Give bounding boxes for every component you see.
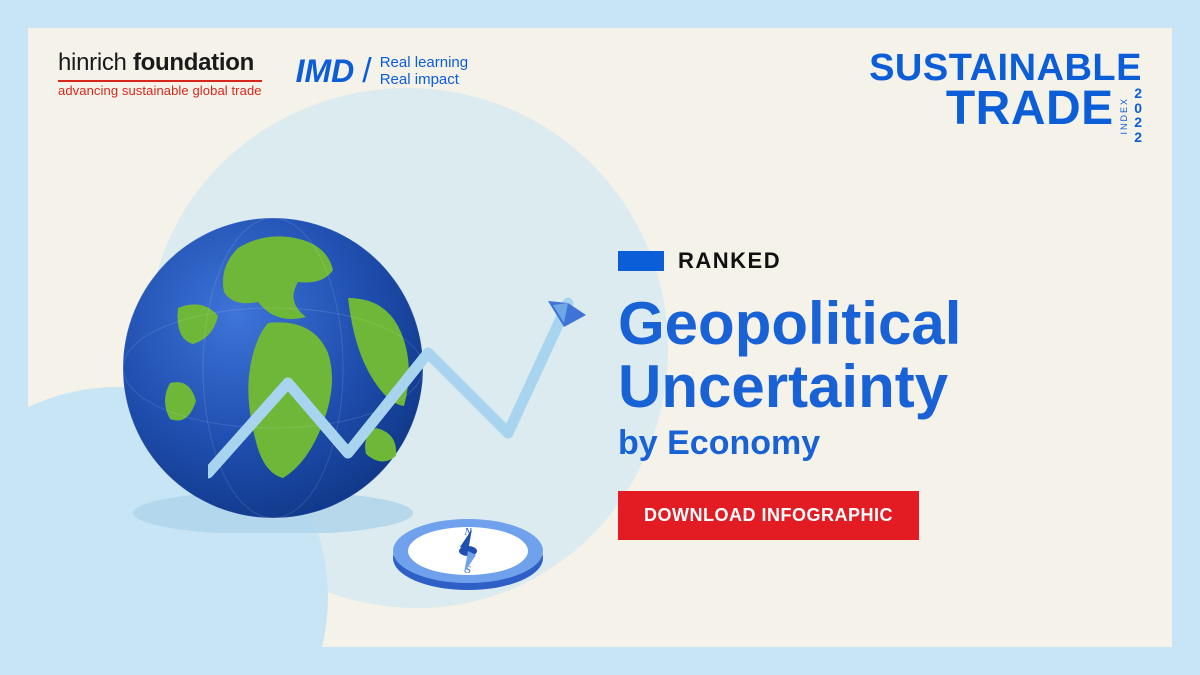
header: hinrich foundation advancing sustainable… <box>58 50 1142 145</box>
sti-line-2: TRADE <box>946 86 1114 132</box>
ranked-row: RANKED <box>618 248 961 274</box>
sti-year-d: 2 <box>1134 86 1142 101</box>
ranked-chip-icon <box>618 251 664 271</box>
main-text-block: RANKED Geopolitical Uncertainty by Econo… <box>618 248 961 540</box>
download-infographic-button[interactable]: DOWNLOAD INFOGRAPHIC <box>618 491 919 540</box>
sti-year-d: 2 <box>1134 115 1142 130</box>
hinrich-divider <box>58 80 262 82</box>
ranked-label: RANKED <box>678 248 781 274</box>
imd-tagline-2: Real impact <box>380 71 468 88</box>
imd-logo: IMD / Real learning Real impact <box>296 54 469 89</box>
sti-year: 2 0 2 2 <box>1134 86 1142 145</box>
logos-left: hinrich foundation advancing sustainable… <box>58 50 468 99</box>
sti-line-1: SUSTAINABLE <box>869 50 1142 86</box>
imd-tagline: Real learning Real impact <box>380 54 468 89</box>
hinrich-wordmark: hinrich foundation <box>58 50 262 76</box>
imd-tagline-1: Real learning <box>380 54 468 71</box>
illustration: N S <box>88 183 558 623</box>
imd-divider: / <box>362 54 371 88</box>
trend-arrow-icon <box>208 293 608 513</box>
hinrich-tagline: advancing sustainable global trade <box>58 84 262 98</box>
hinrich-prefix: hinrich <box>58 49 133 76</box>
subtitle: by Economy <box>618 424 961 463</box>
sti-year-d: 0 <box>1134 101 1142 116</box>
outer-frame: hinrich foundation advancing sustainable… <box>0 0 1200 675</box>
hinrich-bold: foundation <box>133 49 254 76</box>
imd-wordmark: IMD <box>296 55 355 87</box>
sti-year-d: 2 <box>1134 130 1142 145</box>
card: hinrich foundation advancing sustainable… <box>28 28 1172 647</box>
sti-index-vertical: INDEX <box>1120 97 1129 135</box>
compass-icon: N S <box>388 503 548 593</box>
sustainable-trade-index-logo: SUSTAINABLE TRADE INDEX 2 0 2 2 <box>869 50 1142 145</box>
title-line-1: Geopolitical <box>618 292 961 355</box>
title-line-2: Uncertainty <box>618 355 961 418</box>
sti-line-2-row: TRADE INDEX 2 0 2 2 <box>869 86 1142 145</box>
hinrich-logo: hinrich foundation advancing sustainable… <box>58 50 262 99</box>
